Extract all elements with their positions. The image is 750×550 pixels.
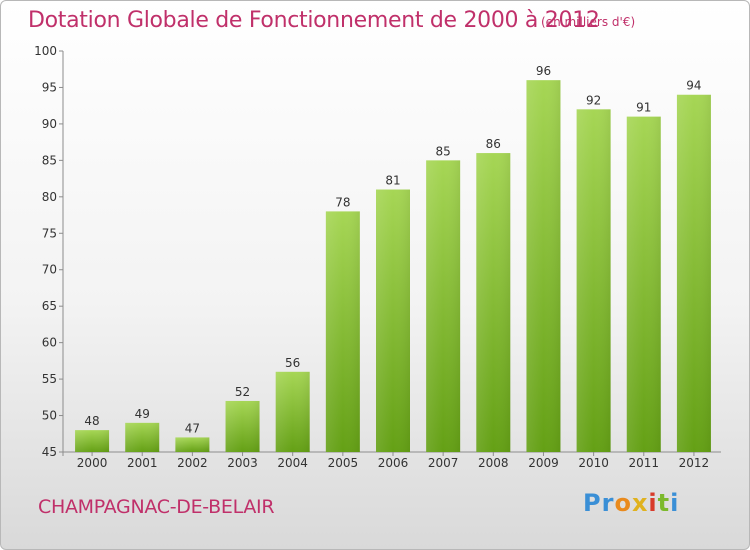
x-tick-label: 2011 xyxy=(628,456,659,470)
data-label: 78 xyxy=(335,195,350,209)
y-tick-label: 90 xyxy=(42,117,57,131)
y-tick-label: 70 xyxy=(42,263,57,277)
y-tick-label: 100 xyxy=(34,44,57,58)
data-label: 48 xyxy=(84,414,99,428)
data-label: 52 xyxy=(235,385,250,399)
bar-shading xyxy=(576,109,611,452)
logo-part: i xyxy=(670,489,680,517)
bar-shading xyxy=(275,371,310,452)
bar-shading xyxy=(325,211,360,452)
x-tick-label: 2002 xyxy=(177,456,208,470)
logo-part: o xyxy=(614,489,632,517)
logo-part: t xyxy=(657,489,671,517)
x-tick-label: 2000 xyxy=(77,456,108,470)
data-label: 91 xyxy=(636,101,651,115)
logo-part: x xyxy=(631,489,649,517)
y-tick-label: 95 xyxy=(42,80,57,94)
bar-shading xyxy=(175,437,210,452)
bar-shading xyxy=(125,422,160,452)
data-label: 92 xyxy=(586,93,601,107)
logo-part: Pr xyxy=(583,489,615,517)
x-tick-label: 2010 xyxy=(578,456,609,470)
y-tick-label: 65 xyxy=(42,299,57,313)
x-tick-label: 2012 xyxy=(679,456,710,470)
bar-shading xyxy=(426,160,461,452)
x-tick-label: 2005 xyxy=(328,456,359,470)
data-label: 81 xyxy=(385,174,400,188)
bar-shading xyxy=(626,116,661,453)
data-label: 94 xyxy=(686,79,701,93)
x-tick-label: 2006 xyxy=(378,456,409,470)
y-tick-label: 60 xyxy=(42,336,57,350)
bar-shading xyxy=(476,153,511,452)
x-tick-label: 2003 xyxy=(227,456,258,470)
data-label: 96 xyxy=(536,64,551,78)
y-tick-label: 55 xyxy=(42,372,57,386)
data-label: 86 xyxy=(486,137,501,151)
bar-shading xyxy=(526,80,561,452)
x-tick-label: 2008 xyxy=(478,456,509,470)
chart-subtitle: (en milliers d'€) xyxy=(541,15,636,29)
bar-shading xyxy=(376,189,410,452)
y-tick-label: 50 xyxy=(42,409,57,423)
x-tick-label: 2004 xyxy=(277,456,308,470)
bar-shading xyxy=(676,94,711,452)
proxiti-logo: Proxiti xyxy=(583,489,679,517)
chart-title: Dotation Globale de Fonctionnement de 20… xyxy=(28,8,600,33)
data-label: 47 xyxy=(185,421,200,435)
logo-part: i xyxy=(648,489,658,517)
x-tick-label: 2007 xyxy=(428,456,459,470)
data-label: 56 xyxy=(285,356,300,370)
y-tick-label: 75 xyxy=(42,226,57,240)
bar-shading xyxy=(225,400,260,452)
data-label: 49 xyxy=(135,407,150,421)
y-tick-label: 45 xyxy=(42,445,57,459)
data-label: 85 xyxy=(436,144,451,158)
bar-shading xyxy=(75,430,110,452)
y-tick-label: 85 xyxy=(42,153,57,167)
y-tick-label: 80 xyxy=(42,190,57,204)
x-tick-label: 2009 xyxy=(528,456,559,470)
x-tick-label: 2001 xyxy=(127,456,158,470)
commune-name: CHAMPAGNAC-DE-BELAIR xyxy=(38,496,275,518)
